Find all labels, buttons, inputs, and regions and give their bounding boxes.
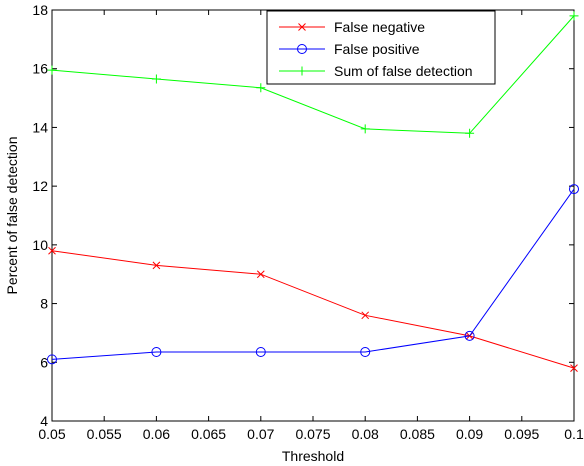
- series-line: [52, 189, 574, 359]
- x-axis-label: Threshold: [282, 448, 344, 464]
- x-tick-label: 0.075: [295, 426, 330, 442]
- y-tick-label: 10: [32, 237, 48, 253]
- y-tick-label: 12: [32, 178, 48, 194]
- x-tick-label: 0.07: [247, 426, 274, 442]
- y-axis-label: Percent of false detection: [4, 137, 20, 295]
- legend-label: Sum of false detection: [334, 63, 473, 79]
- y-tick-label: 14: [32, 119, 48, 135]
- x-tick-label: 0.065: [191, 426, 226, 442]
- data-point-marker: [152, 74, 161, 83]
- x-tick-label: 0.085: [400, 426, 435, 442]
- data-point-marker: [361, 124, 370, 133]
- y-tick-label: 6: [40, 354, 48, 370]
- series-line: [52, 251, 574, 368]
- legend: False negative False positive Sum of false…: [267, 11, 495, 84]
- series-1: [48, 185, 579, 364]
- x-tick-label: 0.06: [143, 426, 170, 442]
- x-tick-label: 0.1: [564, 426, 584, 442]
- y-tick-label: 4: [40, 413, 48, 429]
- legend-label: False positive: [334, 41, 420, 57]
- series-0: [49, 247, 578, 371]
- y-tick-label: 8: [40, 296, 48, 312]
- x-tick-label: 0.095: [504, 426, 539, 442]
- legend-label: False negative: [334, 19, 425, 35]
- x-tick-label: 0.09: [456, 426, 483, 442]
- data-point-marker: [48, 66, 57, 75]
- y-tick-label: 18: [32, 2, 48, 18]
- y-tick-label: 16: [32, 61, 48, 77]
- data-point-marker: [256, 83, 265, 92]
- x-tick-label: 0.08: [352, 426, 379, 442]
- x-tick-label: 0.055: [87, 426, 122, 442]
